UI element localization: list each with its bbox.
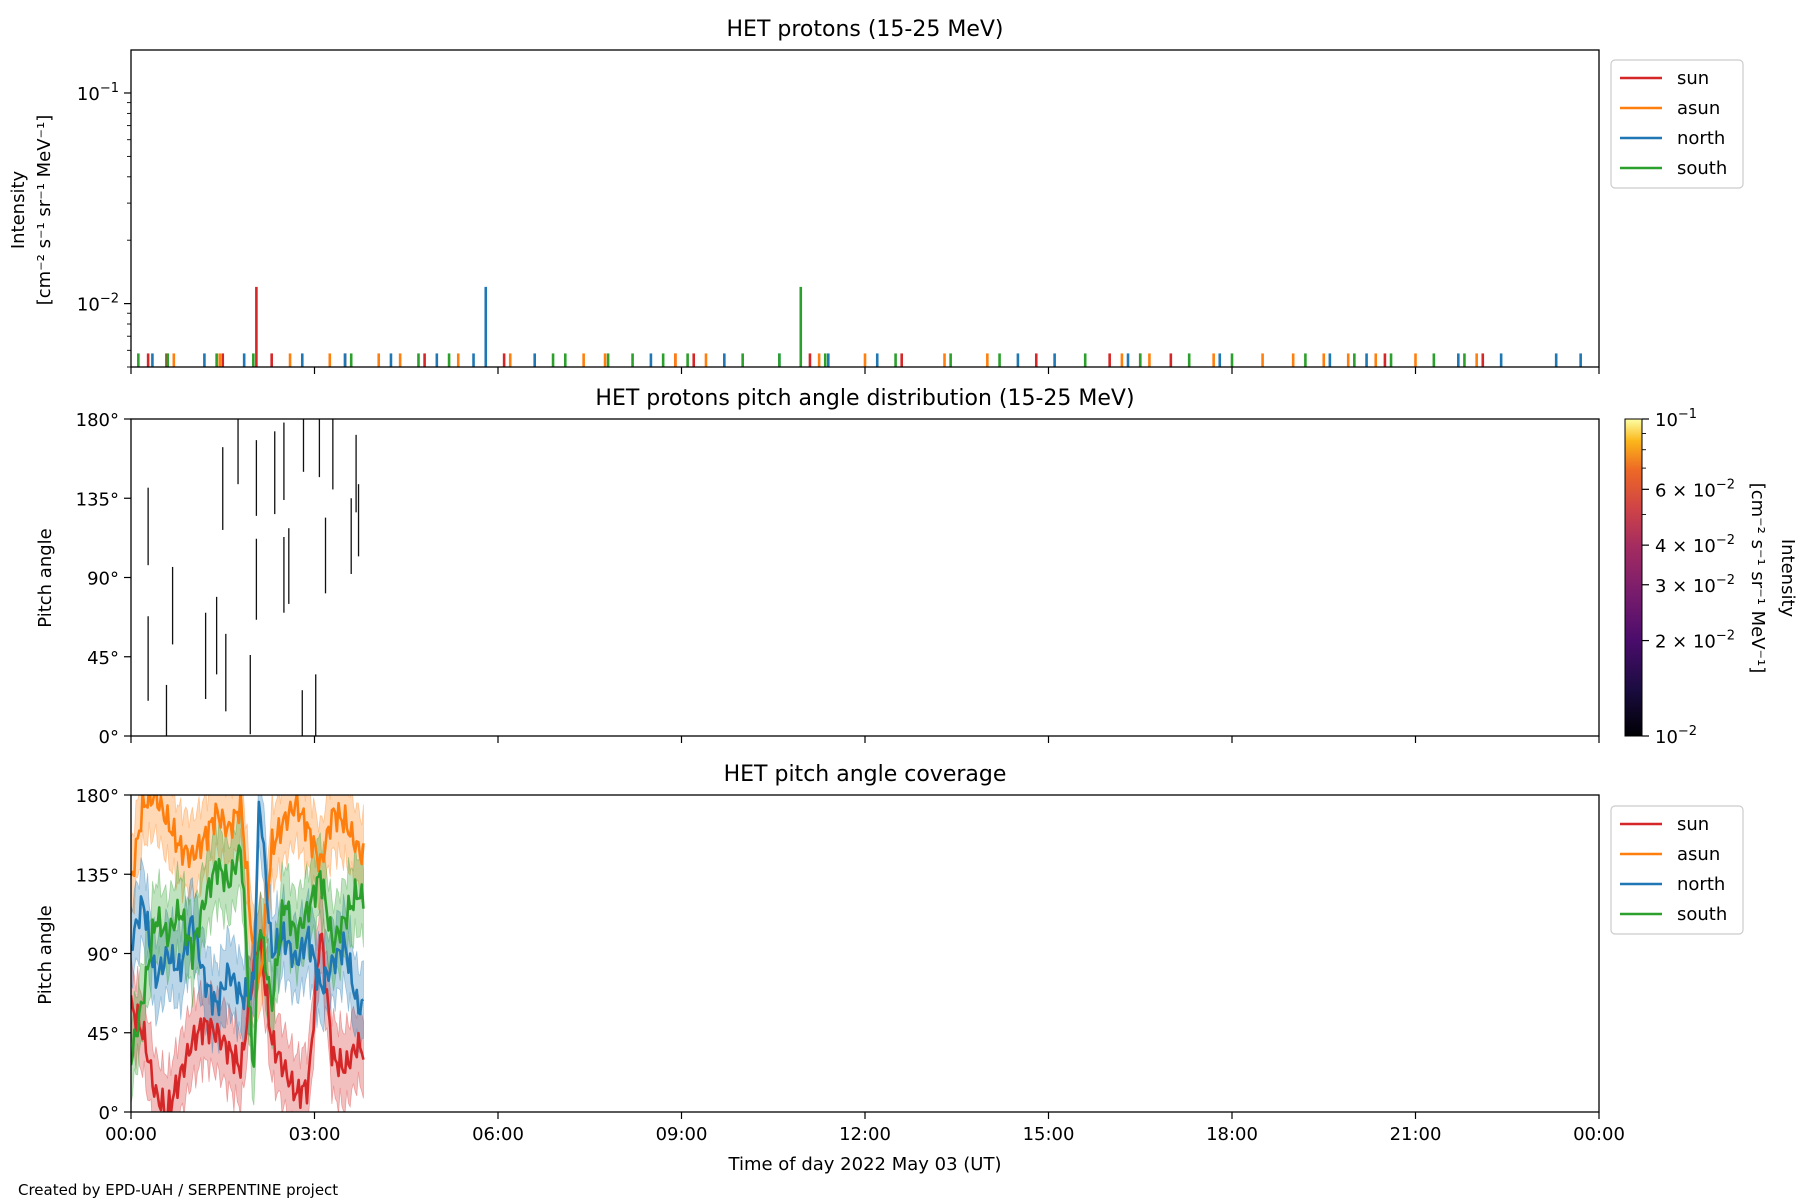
colorbar-tick-label-0-base: 10	[1655, 410, 1678, 431]
colorbar-tick-label-1-exp: −2	[1716, 477, 1735, 492]
legend-panel3: sun asun north south	[1610, 805, 1744, 935]
y-tick-label-p1-1-exp: −2	[100, 292, 119, 307]
colorbar-label: Intensity	[1777, 539, 1798, 618]
x-tick-label-2: 06:00	[472, 1124, 524, 1145]
y-tick-label-p3-2: 90°	[87, 945, 119, 966]
colorbar-tick-label-3-base: 3 × 10	[1655, 576, 1716, 597]
panel1-title: HET protons (15-25 MeV)	[727, 17, 1004, 42]
colorbar-tick-label-0: 10−1	[1655, 407, 1697, 431]
panel-pitch-coverage: HET pitch angle coverage 0° 45° 90° 135° 180…	[35, 762, 1744, 1145]
colorbar-tick-label-5-exp: −2	[1678, 724, 1697, 739]
legend-label-north: north	[1677, 874, 1725, 895]
legend-panel1: sun asun north south	[1610, 59, 1744, 189]
colorbar-tick-label-3-exp: −2	[1716, 573, 1735, 588]
line-south	[131, 844, 365, 1068]
colorbar-tick-label-1: 6 × 10−2	[1655, 477, 1735, 501]
colorbar-tick-label-4-base: 2 × 10	[1655, 632, 1716, 653]
x-tick-label-1: 03:00	[289, 1124, 341, 1145]
colorbar-tick-label-1-base: 6 × 10	[1655, 480, 1716, 501]
legend-label-sun: sun	[1677, 814, 1709, 835]
colorbar	[1624, 418, 1643, 737]
y-tick-label-p2-2: 90°	[87, 569, 119, 590]
y-tick-label-p2-3: 135°	[76, 489, 119, 510]
legend-label-south: south	[1677, 904, 1727, 925]
y-tick-label-p1-1: 10−2	[77, 292, 119, 316]
colorbar-tick-label-4-exp: −2	[1716, 629, 1735, 644]
panel1-yunit: [cm⁻² s⁻¹ sr⁻¹ MeV⁻¹]	[34, 115, 55, 306]
colorbar-tick-label-4: 2 × 10−2	[1655, 629, 1735, 653]
panel1-ylabel: Intensity	[8, 170, 29, 249]
colorbar-tick-label-2-base: 4 × 10	[1655, 536, 1716, 557]
y-tick-label-p1-0-exp: −1	[100, 81, 119, 96]
x-tick-label-3: 09:00	[656, 1124, 708, 1145]
panel2-ylabel: Pitch angle	[35, 528, 56, 627]
y-tick-label-p3-0: 0°	[99, 1103, 119, 1124]
legend-label-asun: asun	[1677, 844, 1720, 865]
colorbar-tick-label-5-base: 10	[1655, 727, 1678, 748]
panel3-title: HET pitch angle coverage	[724, 762, 1007, 787]
legend-label-sun: sun	[1677, 68, 1709, 89]
line-asun	[131, 795, 365, 986]
legend-label-north: north	[1677, 128, 1725, 149]
legend-box	[1610, 805, 1744, 935]
panel-intensity: HET protons (15-25 MeV) 10−110−2 Intensi…	[8, 17, 1744, 374]
y-tick-label-p3-1: 45°	[87, 1024, 119, 1045]
y-tick-label-p1-1-base: 10	[77, 295, 100, 316]
y-tick-label-p2-1: 45°	[87, 648, 119, 669]
footer-credit: Created by EPD-UAH / SERPENTINE project	[18, 1181, 338, 1199]
x-tick-label-0: 00:00	[105, 1124, 157, 1145]
legend-label-asun: asun	[1677, 98, 1720, 119]
legend-label-south: south	[1677, 158, 1727, 179]
colorbar-unit: [cm⁻² s⁻¹ sr⁻¹ MeV⁻¹]	[1747, 483, 1768, 674]
panel3-ylabel: Pitch angle	[35, 905, 56, 1004]
panel2-frame	[130, 418, 1600, 737]
panel2-title: HET protons pitch angle distribution (15…	[595, 386, 1134, 411]
y-tick-label-p2-4: 180°	[76, 410, 119, 431]
x-tick-label-5: 15:00	[1023, 1124, 1075, 1145]
x-axis-label: Time of day 2022 May 03 (UT)	[728, 1154, 1002, 1175]
x-tick-label-6: 18:00	[1206, 1124, 1258, 1145]
colorbar-tick-label-2: 4 × 10−2	[1655, 533, 1735, 557]
y-tick-label-p1-0: 10−1	[77, 81, 119, 105]
panel1-frame	[130, 49, 1600, 368]
x-tick-label-4: 12:00	[839, 1124, 891, 1145]
y-tick-label-p2-0: 0°	[99, 727, 119, 748]
x-tick-label-7: 21:00	[1390, 1124, 1442, 1145]
y-tick-label-p1-0-base: 10	[77, 84, 100, 105]
panel-pitch-distribution: HET protons pitch angle distribution (15…	[35, 386, 1798, 748]
legend-box	[1610, 59, 1744, 189]
y-tick-label-p3-4: 180°	[76, 786, 119, 807]
colorbar-tick-label-0-exp: −1	[1678, 407, 1697, 422]
colorbar-tick-label-3: 3 × 10−2	[1655, 573, 1735, 597]
colorbar-tick-label-5: 10−2	[1655, 724, 1697, 748]
colorbar-tick-label-2-exp: −2	[1716, 533, 1735, 548]
x-tick-label-8: 00:00	[1573, 1124, 1625, 1145]
y-tick-label-p3-3: 135°	[76, 865, 119, 886]
